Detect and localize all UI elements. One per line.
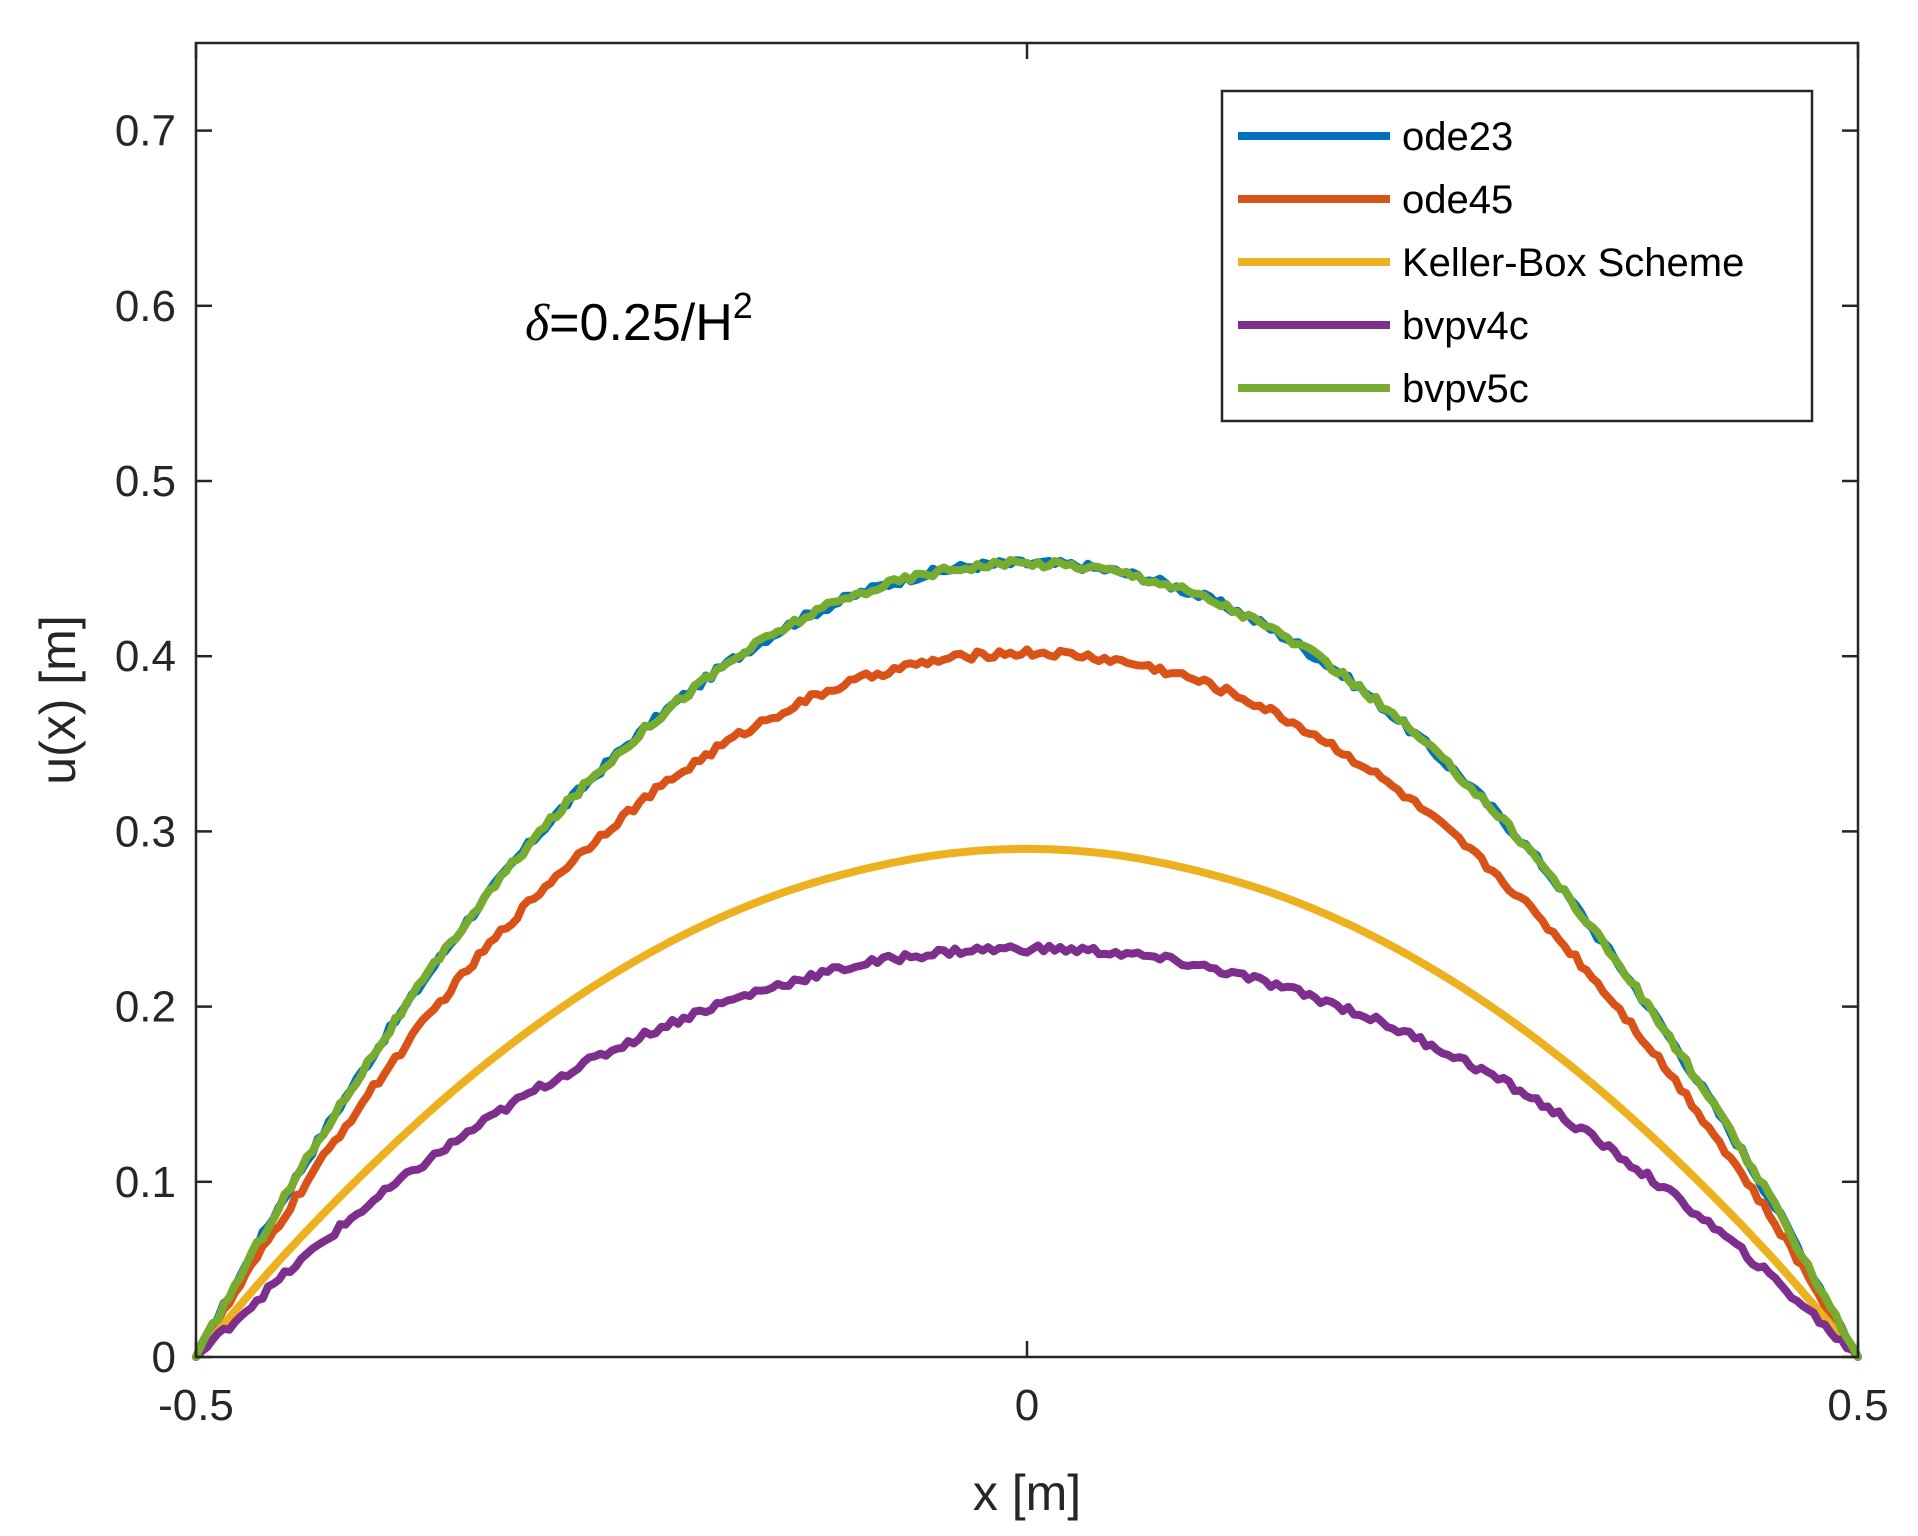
axis-ticks: -0.5 0 0.500.10.20.30.40.50.60.7 (115, 43, 1889, 1430)
legend-entries: ode23 ode45 Keller-Box Scheme bvpv4c bvpv5c (1238, 115, 1744, 411)
y-tick-label: 0 (152, 1333, 176, 1382)
legend: ode23 ode45 Keller-Box Scheme bvpv4c bvpv5c (1220, 89, 1814, 423)
annotation-superscript: 2 (733, 285, 753, 326)
y-tick-label: 0.6 (115, 282, 176, 331)
legend-label-bvpv4c: bvpv4c (1402, 304, 1529, 348)
x-axis-title: x [m] (973, 1465, 1081, 1521)
legend-box (1220, 89, 1814, 423)
y-tick-label: 0.3 (115, 807, 176, 856)
annotation-symbol: δ (525, 295, 550, 352)
y-tick-label: 0.4 (115, 632, 176, 681)
series-line-ode45 (192, 645, 1862, 1361)
legend-label-keller-box-scheme: Keller-Box Scheme (1402, 241, 1744, 285)
x-tick-label: 0 (1015, 1381, 1039, 1430)
delta-annotation: δ=0.25/H2 (525, 285, 753, 352)
y-axis-title: u(x) [m] (30, 615, 86, 784)
y-tick-label: 0.2 (115, 983, 176, 1032)
y-tick-label: 0.5 (115, 457, 176, 506)
series-line-bvpv4c (192, 941, 1862, 1361)
legend-label-ode23: ode23 (1402, 115, 1513, 159)
legend-label-bvpv5c: bvpv5c (1402, 367, 1529, 411)
y-tick-label: 0.1 (115, 1158, 176, 1207)
annotation-text: =0.25/H (549, 294, 733, 352)
x-tick-label: -0.5 (158, 1381, 234, 1430)
y-tick-label: 0.7 (115, 107, 176, 156)
series-line-keller-box-scheme (192, 844, 1862, 1361)
x-tick-label: 0.5 (1827, 1381, 1888, 1430)
series-line-bvpv5c (192, 555, 1862, 1361)
legend-label-ode45: ode45 (1402, 178, 1513, 222)
series-lines (192, 555, 1862, 1361)
